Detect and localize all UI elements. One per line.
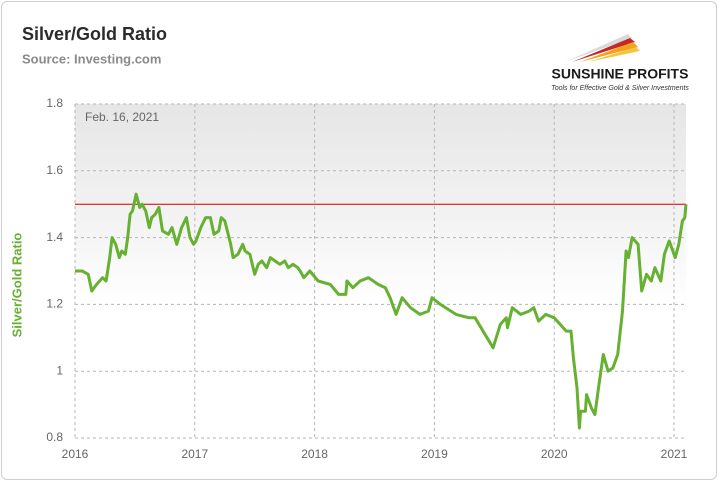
annotation: Feb. 16, 2021	[85, 110, 159, 124]
plot-area	[75, 104, 686, 438]
x-tick-label: 2017	[181, 447, 208, 461]
y-axis-label: Silver/Gold Ratio	[9, 233, 24, 338]
logo-tagline: Tools for Effective Gold & Silver Invest…	[551, 85, 689, 92]
x-tick-label: 2019	[421, 447, 448, 461]
y-tick-label: 1.8	[46, 96, 63, 110]
y-tick-label: 1.6	[46, 163, 63, 177]
logo: SUNSHINE PROFITS Tools for Effective Gol…	[551, 34, 689, 92]
x-tick-label: 2016	[62, 447, 89, 461]
y-tick-label: 0.8	[46, 430, 63, 444]
y-tick-label: 1.2	[46, 297, 63, 311]
y-tick-label: 1	[56, 363, 63, 377]
data-line	[75, 192, 688, 430]
chart-title: Silver/Gold Ratio	[22, 24, 167, 44]
x-tick-label: 2018	[301, 447, 328, 461]
chart-subtitle: Source: Investing.com	[22, 51, 161, 66]
x-tick-label: 2020	[541, 447, 568, 461]
y-tick-label: 1.4	[46, 230, 63, 244]
x-tick-label: 2021	[661, 447, 688, 461]
logo-name: SUNSHINE PROFITS	[552, 66, 689, 82]
